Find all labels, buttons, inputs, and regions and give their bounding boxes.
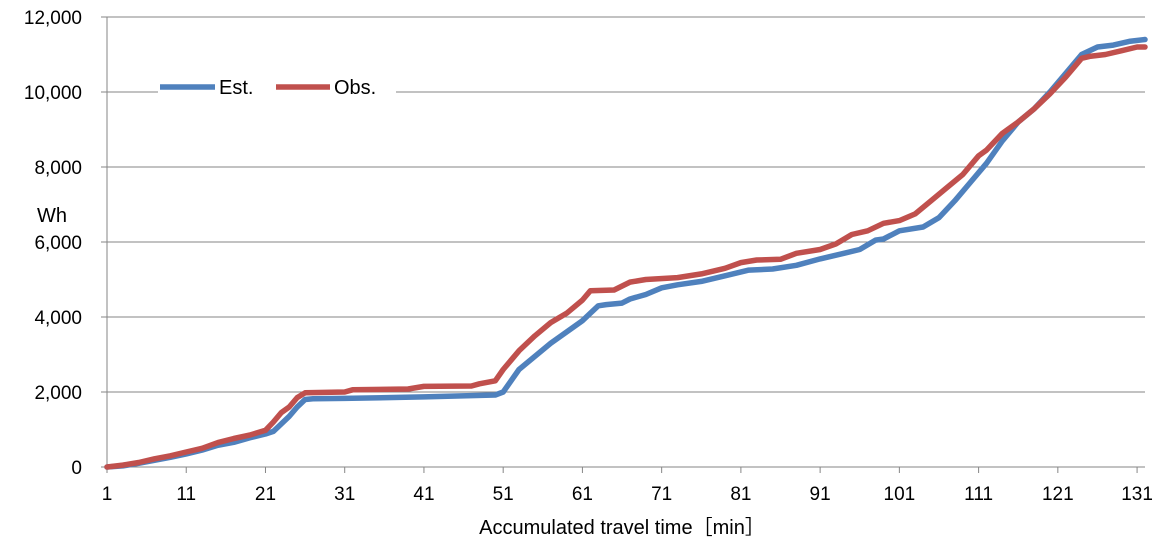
y-axis-label: Wh (37, 205, 67, 227)
x-tick-label: 51 (493, 484, 514, 505)
x-tick-label: 121 (1042, 484, 1074, 505)
x-tick-label: 21 (255, 484, 276, 505)
legend-label-est: Est. (219, 77, 253, 99)
legend-label-obs: Obs. (334, 77, 376, 99)
y-tick-label: 10,000 (24, 83, 82, 104)
x-tick-label: 91 (810, 484, 831, 505)
x-tick-label: 111 (964, 484, 993, 505)
series-lines (104, 36, 1148, 470)
x-tick-labels: 1 11 21 31 41 51 61 71 81 91 101 111 121 131 (102, 484, 1153, 505)
y-tick-label: 4,000 (34, 308, 82, 329)
x-tick-label: 61 (572, 484, 593, 505)
x-tick-label: 41 (413, 484, 434, 505)
series-line-obs (104, 44, 1148, 470)
x-tick-label: 131 (1121, 484, 1153, 505)
x-tick-label: 31 (334, 484, 355, 505)
x-tick-label: 101 (884, 484, 916, 505)
series-line-est (104, 36, 1148, 470)
x-tick-label: 1 (102, 484, 113, 505)
x-axis-label: Accumulated travel time［min］ (479, 516, 765, 539)
x-tick-label: 11 (176, 484, 196, 505)
x-tick-label: 71 (651, 484, 672, 505)
y-tick-label: 8,000 (34, 158, 82, 179)
y-tick-label: 6,000 (34, 233, 82, 254)
axes (101, 16, 1145, 473)
legend: Est. Obs. (158, 70, 396, 104)
y-tick-label: 0 (71, 458, 82, 479)
y-tick-labels: 0 2,000 4,000 6,000 8,000 10,000 12,000 (24, 8, 82, 479)
x-tick-label: 81 (730, 484, 751, 505)
y-tick-label: 12,000 (24, 8, 82, 29)
y-tick-label: 2,000 (34, 383, 82, 404)
